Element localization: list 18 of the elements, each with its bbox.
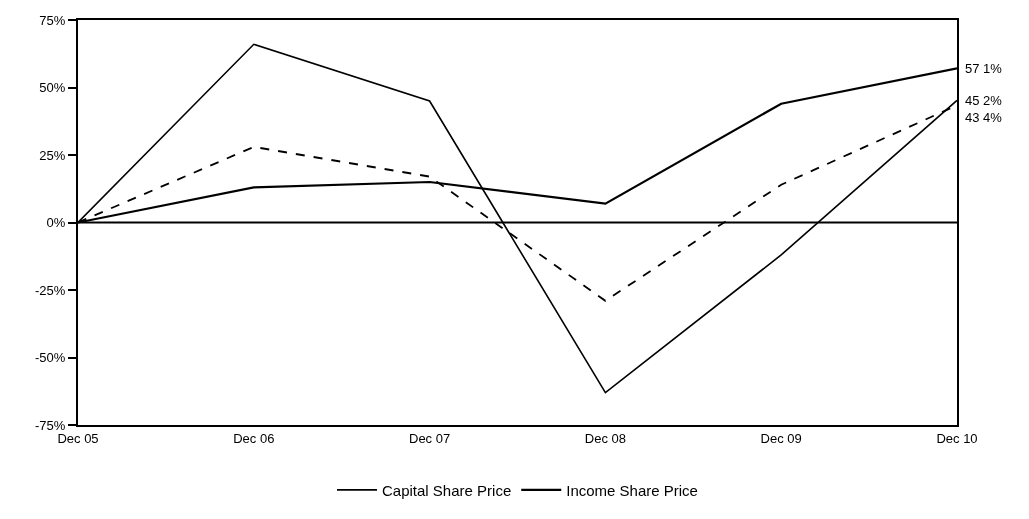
data-label: 43 4% [965, 110, 1003, 125]
y-tick-label: -25% [35, 282, 66, 298]
x-tick-label: Dec 06 [233, 430, 275, 446]
x-tick-label: Dec 07 [409, 430, 451, 446]
data-label: 45 2% [965, 93, 1003, 108]
x-tick-label: Dec 05 [57, 430, 99, 446]
legend-label: Income Share Price [566, 481, 698, 499]
x-tick-label: Dec 08 [584, 430, 626, 446]
x-tick-label: Dec 10 [936, 430, 978, 446]
y-tick-label: 50% [39, 80, 66, 96]
y-tick-label: -75% [35, 417, 66, 433]
y-tick-label: 75% [39, 12, 66, 28]
data-label: 57 1% [965, 61, 1003, 76]
x-tick-label: Dec 09 [760, 430, 802, 446]
y-tick-label: 25% [39, 147, 66, 163]
y-tick-label: -50% [35, 350, 66, 366]
y-tick-label: 0% [46, 215, 66, 231]
legend-label: Capital Share Price [382, 481, 512, 499]
